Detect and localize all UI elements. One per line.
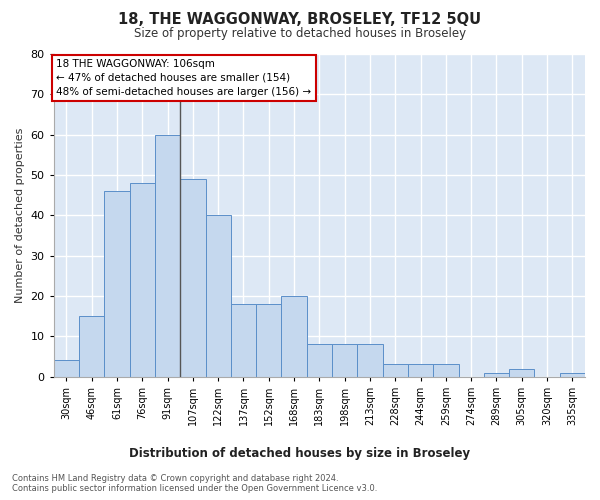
Bar <box>180 179 206 376</box>
Text: 18, THE WAGGONWAY, BROSELEY, TF12 5QU: 18, THE WAGGONWAY, BROSELEY, TF12 5QU <box>118 12 482 28</box>
Bar <box>307 344 332 376</box>
Bar <box>281 296 307 376</box>
Bar <box>79 316 104 376</box>
Bar <box>383 364 408 376</box>
Y-axis label: Number of detached properties: Number of detached properties <box>15 128 25 303</box>
Bar <box>130 183 155 376</box>
Text: Size of property relative to detached houses in Broseley: Size of property relative to detached ho… <box>134 28 466 40</box>
Bar <box>358 344 383 376</box>
Text: Distribution of detached houses by size in Broseley: Distribution of detached houses by size … <box>130 447 470 460</box>
Bar <box>54 360 79 376</box>
Bar <box>560 372 585 376</box>
Bar <box>509 368 535 376</box>
Bar <box>408 364 433 376</box>
Text: Contains HM Land Registry data © Crown copyright and database right 2024.: Contains HM Land Registry data © Crown c… <box>12 474 338 483</box>
Bar <box>433 364 458 376</box>
Bar <box>206 216 231 376</box>
Text: 18 THE WAGGONWAY: 106sqm
← 47% of detached houses are smaller (154)
48% of semi-: 18 THE WAGGONWAY: 106sqm ← 47% of detach… <box>56 59 311 97</box>
Bar <box>231 304 256 376</box>
Text: Contains public sector information licensed under the Open Government Licence v3: Contains public sector information licen… <box>12 484 377 493</box>
Bar <box>256 304 281 376</box>
Bar <box>484 372 509 376</box>
Bar <box>104 191 130 376</box>
Bar <box>155 134 180 376</box>
Bar <box>332 344 358 376</box>
